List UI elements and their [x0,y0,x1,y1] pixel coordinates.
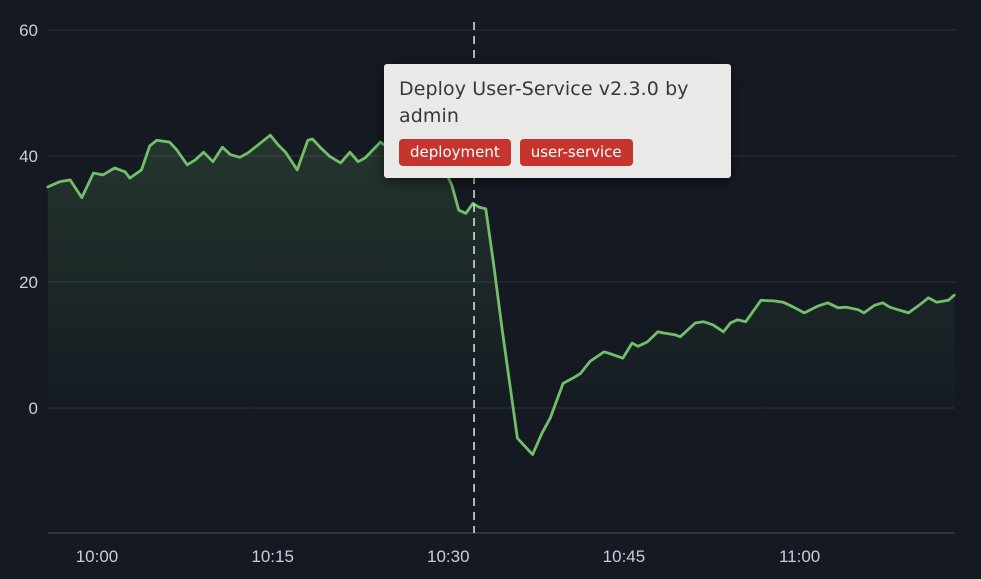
y-axis-tick-label: 20 [19,273,38,292]
series-line[interactable] [46,133,956,456]
x-axis-tick-label: 10:30 [427,547,470,566]
annotation-tooltip: Deploy User-Service v2.3.0 by admin depl… [384,64,731,178]
x-axis-tick-label: 11:00 [779,547,820,566]
y-axis-tick-label: 40 [19,147,38,166]
series-area-fill [47,135,955,533]
annotation-title: Deploy User-Service v2.3.0 by admin [399,78,689,127]
annotation-tags: deployment user-service [399,139,716,166]
x-axis-tick-label: 10:00 [76,547,119,566]
y-axis-tick-label: 60 [19,21,38,40]
annotation-tag-deployment[interactable]: deployment [399,139,511,166]
annotation-tag-user-service[interactable]: user-service [519,139,633,166]
x-axis-tick-label: 10:15 [251,547,294,566]
y-axis-tick-label: 0 [29,399,38,418]
x-axis-tick-label: 10:45 [603,547,646,566]
